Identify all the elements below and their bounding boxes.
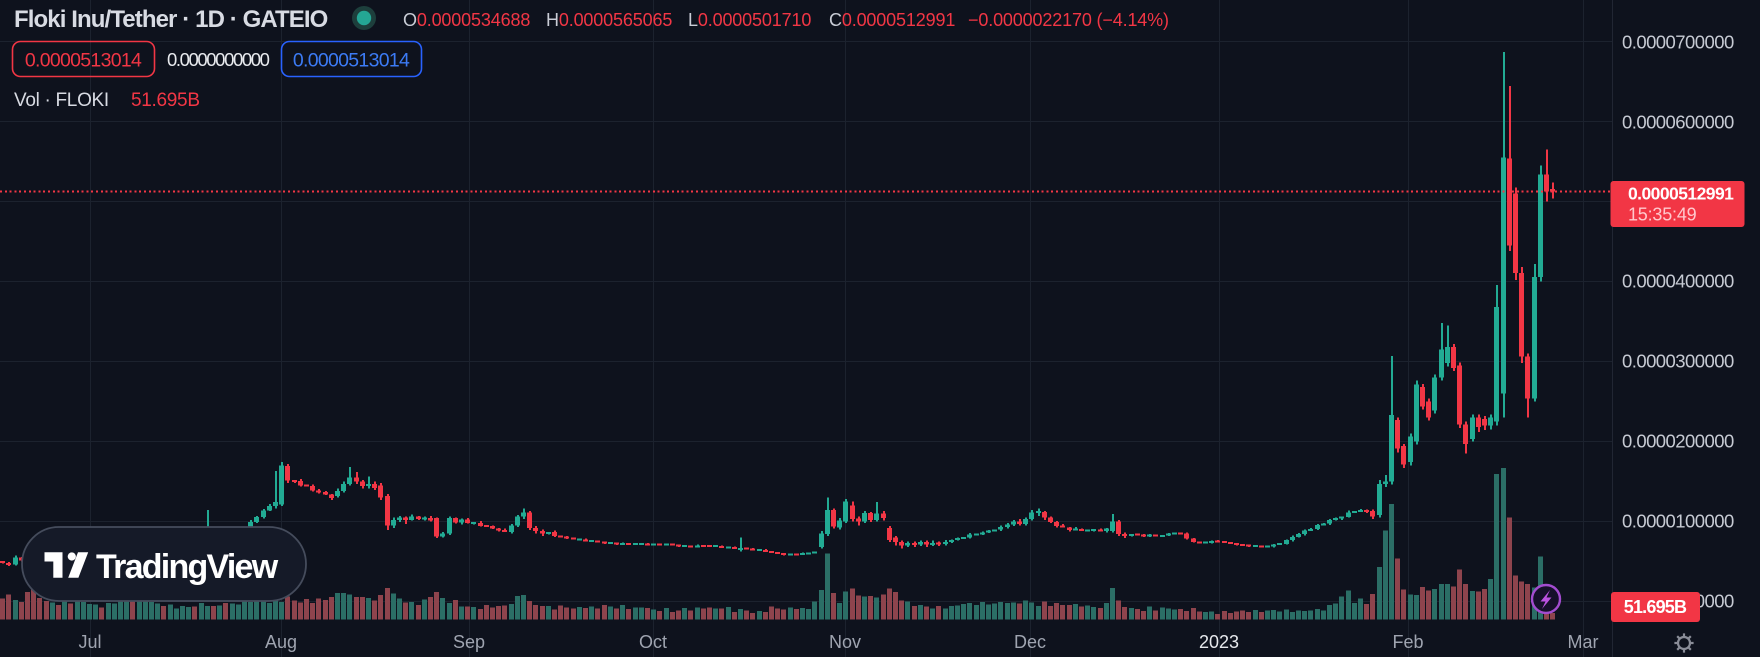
svg-text:0.0000513014: 0.0000513014 — [25, 50, 142, 72]
svg-text:Jul: Jul — [78, 632, 101, 652]
svg-text:15:35:49: 15:35:49 — [1628, 205, 1697, 225]
svg-text:0.0000100000: 0.0000100000 — [1622, 511, 1734, 532]
svg-text:0.0000200000: 0.0000200000 — [1622, 431, 1734, 452]
svg-text:−0.0000022170 (−4.14%): −0.0000022170 (−4.14%) — [968, 10, 1169, 30]
svg-text:Vol · FLOKI: Vol · FLOKI — [14, 90, 109, 111]
svg-text:2023: 2023 — [1199, 632, 1239, 652]
svg-text:Sep: Sep — [453, 632, 485, 652]
svg-text:L0.0000501710: L0.0000501710 — [688, 10, 811, 30]
svg-text:Dec: Dec — [1014, 632, 1046, 652]
svg-text:TradingView: TradingView — [96, 548, 279, 586]
svg-text:Oct: Oct — [639, 632, 667, 652]
svg-text:C0.0000512991: C0.0000512991 — [829, 10, 955, 30]
svg-text:Floki Inu/Tether · 1D · GATEIO: Floki Inu/Tether · 1D · GATEIO — [14, 6, 328, 33]
svg-text:51.695B: 51.695B — [1624, 597, 1687, 617]
svg-text:0.0000700000: 0.0000700000 — [1622, 32, 1734, 53]
svg-text:0.0000000000: 0.0000000000 — [167, 49, 270, 70]
svg-text:0.0000300000: 0.0000300000 — [1622, 351, 1734, 372]
svg-text:Nov: Nov — [829, 632, 861, 652]
svg-text:H0.0000565065: H0.0000565065 — [546, 10, 672, 30]
svg-text:0.0000400000: 0.0000400000 — [1622, 271, 1734, 292]
svg-text:0.0000512991: 0.0000512991 — [1628, 184, 1734, 204]
svg-text:0.0000600000: 0.0000600000 — [1622, 112, 1734, 133]
svg-text:O0.0000534688: O0.0000534688 — [403, 10, 530, 30]
svg-text:0.0000513014: 0.0000513014 — [293, 50, 410, 72]
svg-text:51.695B: 51.695B — [131, 90, 200, 111]
svg-text:Feb: Feb — [1392, 632, 1423, 652]
svg-text:Aug: Aug — [265, 632, 297, 652]
svg-text:Mar: Mar — [1568, 632, 1599, 652]
